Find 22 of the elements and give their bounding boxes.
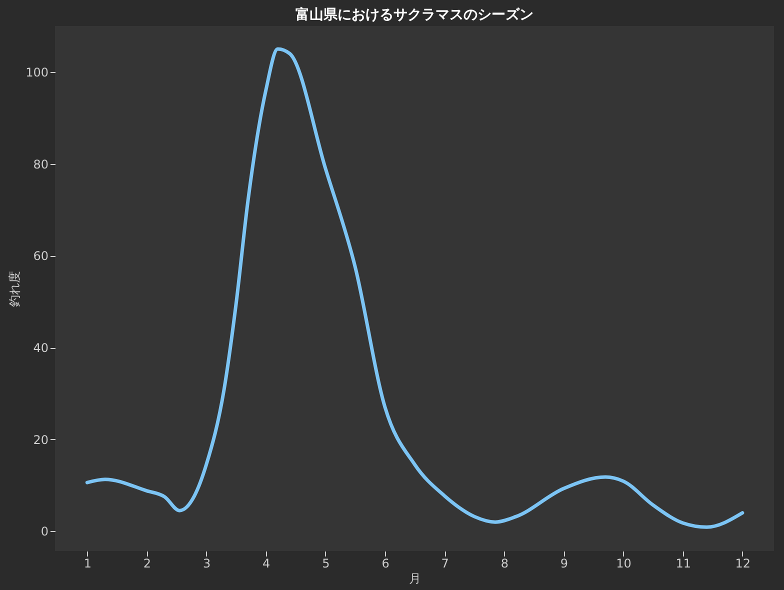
y-tick-label: 0 [40,524,48,539]
x-tick-label: 10 [616,556,632,570]
x-tick-label: 11 [676,556,691,570]
x-tick-label: 4 [262,556,270,570]
x-tick-label: 6 [382,556,390,570]
y-tick-label: 40 [33,341,48,356]
x-tick-label: 12 [735,556,751,570]
x-tick-label: 2 [143,556,152,570]
x-tick-label: 9 [560,556,568,570]
y-tick-label: 100 [26,65,48,80]
x-tick-label: 8 [500,556,508,570]
x-tick-label: 1 [84,556,92,570]
chart-title: 富山県におけるサクラマスのシーズン [296,6,534,23]
x-tick-label: 3 [202,556,211,570]
x-tick-label: 7 [441,556,449,570]
line-series [85,47,744,529]
y-axis-title: 釣れ度 [8,271,22,307]
y-tick-label: 60 [33,249,48,264]
y-tick-label: 80 [33,157,48,172]
y-tick-label: 20 [33,432,48,447]
x-tick-label: 5 [322,556,330,570]
x-axis-title: 月 [409,572,421,586]
